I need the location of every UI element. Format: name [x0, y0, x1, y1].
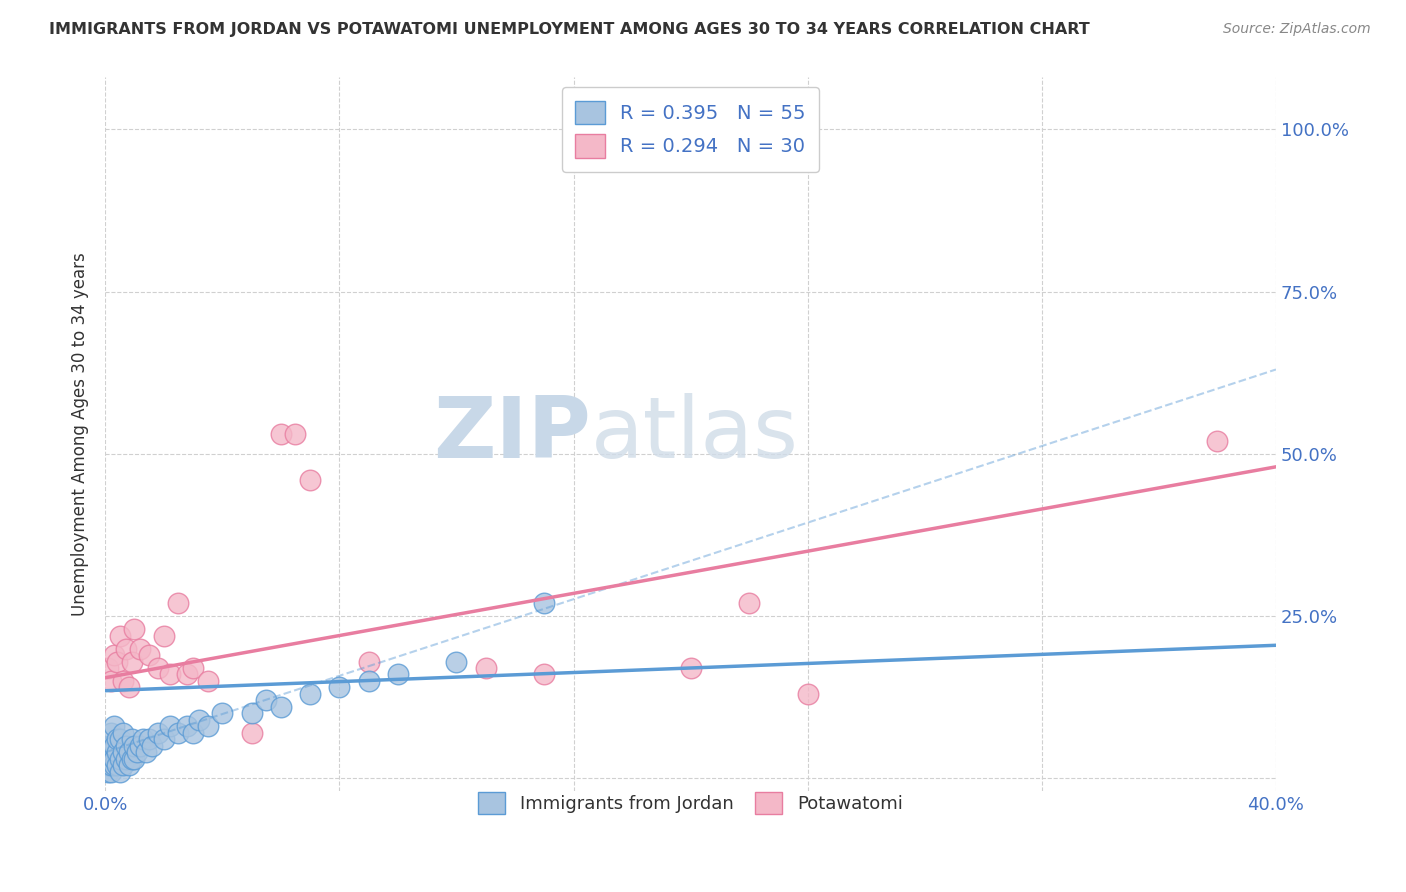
Point	[159, 667, 181, 681]
Text: IMMIGRANTS FROM JORDAN VS POTAWATOMI UNEMPLOYMENT AMONG AGES 30 TO 34 YEARS CORR: IMMIGRANTS FROM JORDAN VS POTAWATOMI UNE…	[49, 22, 1090, 37]
Point	[103, 648, 125, 662]
Text: atlas: atlas	[591, 392, 799, 475]
Point	[97, 661, 120, 675]
Point	[105, 745, 128, 759]
Point	[132, 732, 155, 747]
Point	[103, 752, 125, 766]
Point	[100, 758, 122, 772]
Point	[738, 596, 761, 610]
Point	[533, 596, 555, 610]
Point	[796, 687, 818, 701]
Point	[299, 687, 322, 701]
Point	[357, 673, 380, 688]
Point	[328, 681, 350, 695]
Point	[97, 758, 120, 772]
Point	[141, 739, 163, 753]
Point	[97, 764, 120, 779]
Point	[152, 732, 174, 747]
Point	[100, 745, 122, 759]
Point	[121, 655, 143, 669]
Point	[100, 764, 122, 779]
Point	[187, 713, 209, 727]
Point	[108, 764, 131, 779]
Point	[129, 739, 152, 753]
Point	[146, 726, 169, 740]
Point	[105, 655, 128, 669]
Point	[197, 719, 219, 733]
Point	[114, 739, 136, 753]
Point	[97, 745, 120, 759]
Point	[138, 648, 160, 662]
Point	[159, 719, 181, 733]
Point	[146, 661, 169, 675]
Point	[387, 667, 409, 681]
Point	[100, 673, 122, 688]
Point	[121, 732, 143, 747]
Y-axis label: Unemployment Among Ages 30 to 34 years: Unemployment Among Ages 30 to 34 years	[72, 252, 89, 616]
Point	[181, 726, 204, 740]
Point	[129, 641, 152, 656]
Point	[105, 732, 128, 747]
Text: ZIP: ZIP	[433, 392, 591, 475]
Point	[111, 758, 134, 772]
Point	[1206, 434, 1229, 448]
Point	[357, 655, 380, 669]
Point	[97, 739, 120, 753]
Point	[176, 719, 198, 733]
Point	[446, 655, 468, 669]
Point	[240, 726, 263, 740]
Point	[111, 726, 134, 740]
Point	[284, 427, 307, 442]
Point	[117, 745, 139, 759]
Point	[100, 726, 122, 740]
Point	[679, 661, 702, 675]
Point	[533, 667, 555, 681]
Point	[117, 681, 139, 695]
Point	[105, 758, 128, 772]
Point	[138, 732, 160, 747]
Point	[124, 739, 146, 753]
Point	[211, 706, 233, 721]
Point	[97, 752, 120, 766]
Point	[299, 473, 322, 487]
Point	[152, 628, 174, 642]
Point	[197, 673, 219, 688]
Point	[135, 745, 157, 759]
Point	[100, 739, 122, 753]
Point	[181, 661, 204, 675]
Point	[103, 719, 125, 733]
Point	[270, 700, 292, 714]
Point	[176, 667, 198, 681]
Legend: Immigrants from Jordan, Potawatomi: Immigrants from Jordan, Potawatomi	[468, 781, 914, 825]
Point	[108, 752, 131, 766]
Point	[103, 758, 125, 772]
Point	[167, 726, 190, 740]
Point	[103, 739, 125, 753]
Point	[114, 752, 136, 766]
Point	[254, 693, 277, 707]
Point	[124, 752, 146, 766]
Point	[121, 752, 143, 766]
Point	[108, 732, 131, 747]
Text: Source: ZipAtlas.com: Source: ZipAtlas.com	[1223, 22, 1371, 37]
Point	[124, 622, 146, 636]
Point	[474, 661, 496, 675]
Point	[114, 641, 136, 656]
Point	[111, 673, 134, 688]
Point	[240, 706, 263, 721]
Point	[108, 628, 131, 642]
Point	[167, 596, 190, 610]
Point	[270, 427, 292, 442]
Point	[127, 745, 149, 759]
Point	[117, 758, 139, 772]
Point	[111, 745, 134, 759]
